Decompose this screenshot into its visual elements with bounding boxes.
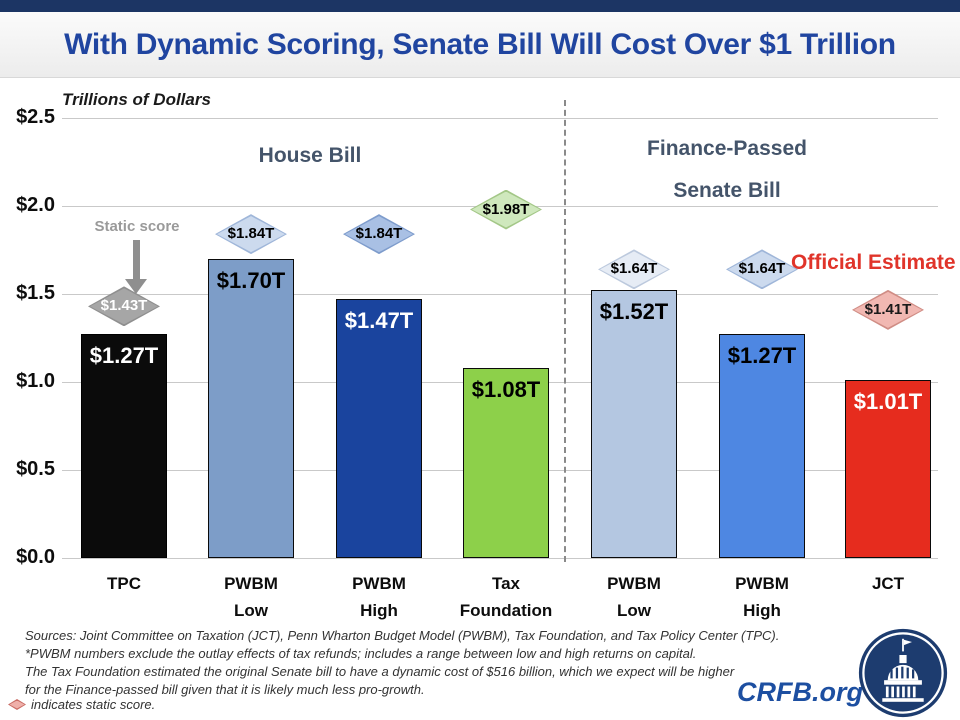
y-axis-tick-label: $1.5 [16, 282, 55, 304]
static-score-value-label: $1.84T [355, 225, 403, 243]
section-header-senate-bill: Finance-Passed Senate Bill [647, 137, 807, 202]
static-score-diamond: $1.84T [343, 214, 415, 255]
x-axis-category-label: PWBM Low [607, 574, 661, 620]
x-axis-category-label: JCT [871, 574, 905, 593]
static-score-value-label: $1.98T [482, 200, 530, 218]
crfb-capitol-logo-icon [858, 628, 948, 718]
x-axis-category-label: TPC [107, 574, 141, 593]
static-score-diamond: $1.43T [88, 286, 160, 327]
section-divider-dashed-line [564, 100, 566, 562]
bar-tpc: $1.27T [81, 334, 167, 558]
footer-notes: Sources: Joint Committee on Taxation (JC… [25, 627, 779, 699]
static-score-value-label: $1.64T [610, 260, 658, 278]
x-axis-category-label: Tax Foundation [459, 574, 553, 620]
bar-value-label: $1.27T [89, 343, 159, 369]
x-axis-category-label: PWBM High [735, 574, 789, 620]
bar-value-label: $1.70T [216, 267, 286, 293]
gridline [62, 558, 938, 559]
bar-value-label: $1.47T [344, 308, 414, 334]
gridline [62, 294, 938, 295]
bar-pwbm-low: $1.70T [208, 258, 294, 558]
footer-line: Sources: Joint Committee on Taxation (JC… [25, 628, 780, 643]
y-axis-tick-label: $0.5 [16, 458, 55, 480]
brand-link[interactable]: CRFB.org [737, 677, 863, 707]
bar-tax-foundation: $1.08T [463, 367, 549, 558]
y-axis-tick-label: $2.0 [16, 194, 55, 216]
static-score-diamond: $1.64T [726, 249, 798, 290]
top-accent-strip [0, 0, 960, 12]
legend-text: indicates static score. [31, 697, 156, 712]
bar-value-label: $1.01T [853, 389, 923, 415]
static-score-diamond: $1.98T [470, 189, 542, 230]
static-score-diamond: $1.84T [215, 214, 287, 255]
static-score-diamond: $1.41T [852, 289, 924, 330]
static-score-value-label: $1.43T [100, 297, 148, 315]
static-score-value-label: $1.84T [227, 225, 275, 243]
y-axis-tick-label: $0.0 [16, 546, 55, 568]
x-axis-category-label: PWBM Low [224, 574, 278, 620]
bar-pwbm-high: $1.27T [719, 334, 805, 558]
bar-pwbm-low: $1.52T [591, 290, 677, 558]
static-score-diamond-icon [8, 699, 26, 710]
bar-value-label: $1.52T [599, 299, 669, 325]
static-score-diamond: $1.64T [598, 249, 670, 290]
header: With Dynamic Scoring, Senate Bill Will C… [0, 12, 960, 78]
bar-jct: $1.01T [845, 380, 931, 558]
footer-line: The Tax Foundation estimated the origina… [25, 664, 735, 679]
official-estimate-annotation: Official Estimate [791, 251, 956, 274]
bar-value-label: $1.08T [471, 376, 541, 402]
static-score-value-label: $1.41T [864, 300, 912, 318]
static-score-value-label: $1.64T [738, 260, 786, 278]
down-arrow-icon [133, 240, 140, 280]
static-score-annotation: Static score [94, 218, 180, 235]
y-axis-tick-label: $2.5 [16, 106, 55, 128]
x-axis-category-label: PWBM High [352, 574, 406, 620]
bar-pwbm-high: $1.47T [336, 299, 422, 558]
static-score-legend: indicates static score. [8, 697, 155, 712]
y-axis-title: Trillions of Dollars [62, 90, 211, 109]
footer-line: for the Finance-passed bill given that i… [25, 682, 425, 697]
footer-line: *PWBM numbers exclude the outlay effects… [25, 646, 697, 661]
section-header-house-bill: House Bill [258, 144, 362, 167]
gridline [62, 118, 938, 119]
y-axis-tick-label: $1.0 [16, 370, 55, 392]
page-title: With Dynamic Scoring, Senate Bill Will C… [64, 27, 896, 61]
bar-value-label: $1.27T [727, 343, 797, 369]
